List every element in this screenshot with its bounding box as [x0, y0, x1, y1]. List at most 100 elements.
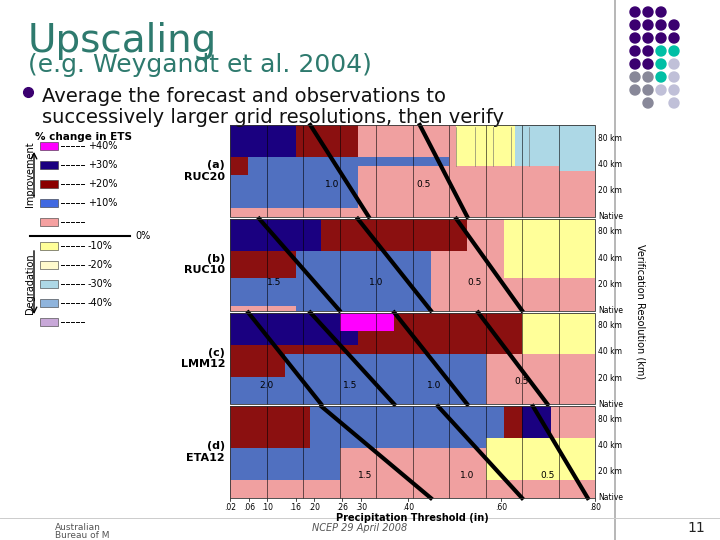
Text: Bureau of M: Bureau of M [55, 530, 109, 539]
Circle shape [669, 72, 679, 82]
Text: % change in ETS: % change in ETS [35, 132, 132, 142]
Text: 1.0: 1.0 [325, 180, 339, 189]
Bar [515, 125, 595, 171]
Bar [230, 125, 595, 217]
Circle shape [656, 33, 666, 43]
Text: 20 km: 20 km [598, 374, 622, 382]
Text: 20 km: 20 km [598, 186, 622, 195]
Text: Upscaling: Upscaling [28, 22, 217, 60]
Bar [230, 406, 595, 498]
Circle shape [643, 72, 653, 82]
Text: +10%: +10% [88, 198, 117, 208]
Text: (e.g. Weygandt et al. 2004): (e.g. Weygandt et al. 2004) [28, 53, 372, 77]
Circle shape [656, 46, 666, 56]
Bar [230, 406, 504, 480]
Bar [504, 406, 547, 448]
Circle shape [630, 46, 640, 56]
Circle shape [630, 20, 640, 30]
Text: .20: .20 [308, 503, 320, 512]
Text: .10: .10 [261, 503, 274, 512]
Bar [40, 242, 58, 250]
Text: 80 km: 80 km [598, 415, 622, 424]
Text: 0%: 0% [135, 231, 150, 241]
Bar [230, 219, 595, 310]
Bar [40, 280, 58, 288]
Text: Native: Native [598, 494, 623, 503]
Text: -30%: -30% [88, 279, 113, 289]
Bar [40, 199, 58, 207]
Text: successively larger grid resolutions, then verify: successively larger grid resolutions, th… [42, 108, 504, 127]
Text: .02: .02 [224, 503, 236, 512]
Bar [522, 313, 595, 354]
Bar [456, 125, 529, 176]
Bar [230, 219, 595, 310]
Text: +30%: +30% [88, 160, 117, 170]
Text: .40: .40 [402, 503, 414, 512]
Text: -40%: -40% [88, 298, 113, 308]
Text: .16: .16 [289, 503, 302, 512]
Text: Precipitation Threshold (in): Precipitation Threshold (in) [336, 513, 489, 523]
Bar [230, 377, 522, 404]
Circle shape [643, 7, 653, 17]
Bar [230, 219, 467, 279]
Circle shape [669, 85, 679, 95]
Circle shape [643, 20, 653, 30]
Circle shape [656, 20, 666, 30]
Text: NCEP 29 April 2008: NCEP 29 April 2008 [312, 523, 408, 533]
Text: .30: .30 [355, 503, 367, 512]
Text: Average the forecast and observations to: Average the forecast and observations to [42, 87, 446, 106]
Text: +20%: +20% [88, 179, 117, 189]
Text: 40 km: 40 km [598, 441, 622, 450]
Bar [230, 313, 595, 404]
Text: 1.0: 1.0 [460, 470, 474, 480]
Bar [40, 161, 58, 169]
Text: 20 km: 20 km [598, 467, 622, 476]
Text: Native: Native [598, 400, 623, 409]
Bar [230, 406, 595, 498]
Text: 0.5: 0.5 [515, 377, 529, 386]
Bar [284, 354, 522, 404]
Bar [40, 142, 58, 150]
Bar [230, 279, 467, 306]
Text: Degradation: Degradation [25, 254, 35, 314]
Bar [431, 251, 595, 310]
Text: Native: Native [598, 212, 623, 221]
Text: 1.5: 1.5 [358, 470, 372, 480]
Bar [358, 166, 559, 217]
Circle shape [630, 72, 640, 82]
Bar [40, 261, 58, 269]
Circle shape [656, 7, 666, 17]
Text: 40 km: 40 km [598, 160, 622, 169]
Text: Improvement: Improvement [25, 141, 35, 207]
Bar [296, 251, 467, 310]
Bar [485, 438, 595, 480]
Bar [230, 176, 431, 207]
Text: 80 km: 80 km [598, 133, 622, 143]
Text: Australian: Australian [55, 523, 101, 532]
Text: (c)
LMM12: (c) LMM12 [181, 348, 225, 369]
Circle shape [656, 59, 666, 69]
Circle shape [643, 98, 653, 108]
Text: (a)
RUC20: (a) RUC20 [184, 160, 225, 181]
Text: (d)
ETA12: (d) ETA12 [186, 441, 225, 463]
Bar [40, 218, 58, 226]
Text: Native: Native [598, 306, 623, 315]
Circle shape [643, 33, 653, 43]
Text: 40 km: 40 km [598, 347, 622, 356]
Circle shape [669, 59, 679, 69]
Bar [40, 180, 58, 188]
Bar [230, 125, 296, 157]
Text: 1.5: 1.5 [343, 381, 358, 390]
Bar [230, 125, 595, 217]
Text: (b)
RUC10: (b) RUC10 [184, 254, 225, 275]
Text: 0.5: 0.5 [467, 279, 482, 287]
Circle shape [643, 46, 653, 56]
Circle shape [669, 33, 679, 43]
Circle shape [656, 85, 666, 95]
Bar [522, 406, 552, 438]
Circle shape [643, 85, 653, 95]
Text: -20%: -20% [88, 260, 113, 270]
Bar [248, 157, 449, 207]
Bar [485, 354, 595, 404]
Text: 1.0: 1.0 [369, 279, 383, 287]
